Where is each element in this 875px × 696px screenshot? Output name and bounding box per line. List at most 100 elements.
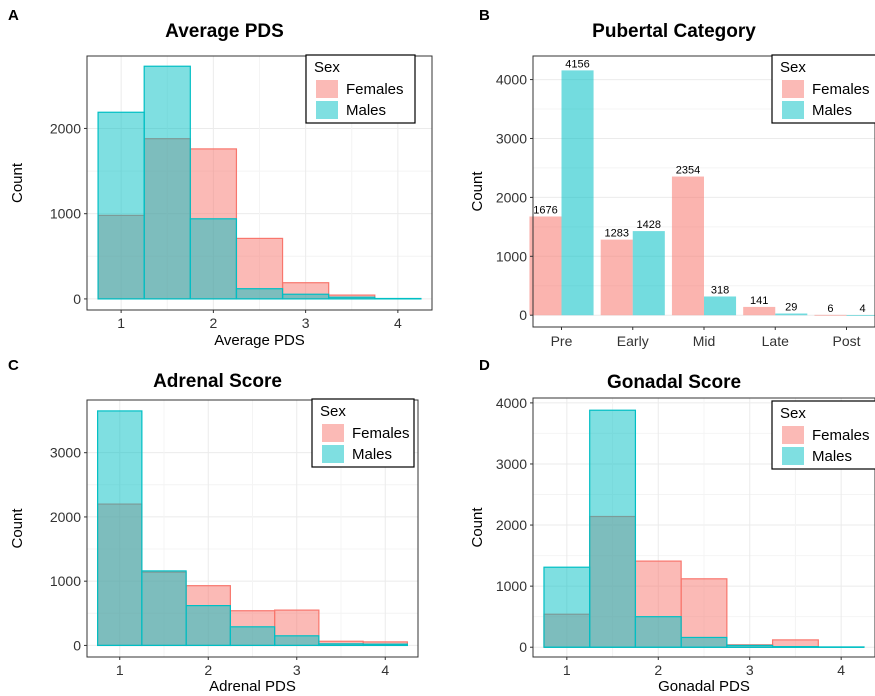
bar-b-males-pre [561, 70, 594, 316]
bar-b-males-mid [704, 296, 737, 316]
y-axis-title-a: Count [9, 162, 26, 203]
x-tick-label-a: 1 [117, 315, 125, 331]
panel-letter-c: C [8, 357, 19, 374]
y-tick-label-c: 1000 [50, 573, 81, 589]
x-tick-label-c: 4 [381, 662, 389, 678]
legend-label-c-males: Males [352, 446, 392, 463]
legend-key-a-males [316, 101, 338, 119]
y-tick-label-c: 2000 [50, 509, 81, 525]
x-tick-label-a: 3 [302, 315, 310, 331]
legend-key-c-females [322, 424, 344, 442]
x-axis-title-d: Gonadal PDS [658, 678, 750, 695]
y-axis-title-d: Count [469, 507, 486, 548]
x-axis-title-c: Adrenal PDS [209, 678, 296, 695]
y-tick-label-b: 2000 [496, 189, 527, 205]
x-tick-label-d: 3 [746, 662, 754, 678]
x-tick-label-b: Late [762, 333, 789, 349]
bar-b-males-late [775, 313, 808, 316]
bar-b-females-post [814, 314, 847, 316]
data-label-b-males-post: 4 [859, 303, 865, 315]
legend-label-c-females: Females [352, 425, 410, 442]
legend-label-d-females: Females [812, 427, 870, 444]
x-tick-label-c: 1 [116, 662, 124, 678]
legend-key-b-females [782, 80, 804, 98]
bar-b-females-pre [529, 216, 562, 316]
legend-title-c: Sex [320, 403, 346, 420]
bar-a-males-3 [235, 288, 284, 300]
data-label-b-males-mid: 318 [711, 284, 729, 296]
data-label-b-females-late: 141 [750, 295, 768, 307]
legend-title-a: Sex [314, 59, 340, 76]
x-tick-label-a: 2 [209, 315, 217, 331]
y-tick-label-b: 4000 [496, 72, 527, 88]
bar-d-males-1 [589, 409, 637, 648]
legend-key-d-females [782, 426, 804, 444]
data-label-b-males-early: 1428 [637, 219, 661, 231]
bar-a-males-1 [143, 65, 191, 300]
chart-title-b: Pubertal Category [592, 21, 756, 42]
chart-title-a: Average PDS [165, 21, 284, 42]
legend-key-c-males [322, 445, 344, 463]
data-label-b-females-pre: 1676 [533, 204, 557, 216]
panel-letter-d: D [479, 357, 490, 374]
bar-b-females-mid [671, 176, 704, 316]
data-label-b-males-pre: 4156 [565, 58, 589, 70]
legend-label-a-females: Females [346, 81, 404, 98]
y-tick-label-d: 2000 [496, 517, 527, 533]
legend-label-b-males: Males [812, 102, 852, 119]
data-label-b-females-mid: 2354 [676, 165, 700, 177]
y-tick-label-b: 1000 [496, 248, 527, 264]
y-tick-label-c: 3000 [50, 445, 81, 461]
legend-label-a-males: Males [346, 102, 386, 119]
x-tick-label-d: 4 [837, 662, 845, 678]
panel-border-a [86, 55, 433, 311]
legend-title-d: Sex [780, 405, 806, 422]
x-tick-label-b: Pre [551, 333, 573, 349]
legend-key-b-males [782, 101, 804, 119]
panel-border-d [532, 397, 875, 658]
y-tick-label-d: 4000 [496, 395, 527, 411]
y-tick-label-a: 2000 [50, 120, 81, 136]
legend-key-a-females [316, 80, 338, 98]
x-tick-label-a: 4 [394, 315, 402, 331]
chart-title-c: Adrenal Score [153, 371, 282, 392]
y-tick-label-d: 0 [519, 639, 527, 655]
bar-c-males-1 [141, 570, 187, 647]
y-tick-label-a: 1000 [50, 206, 81, 222]
x-axis-title-a: Average PDS [214, 332, 305, 349]
bar-c-males-4 [274, 635, 320, 647]
bar-c-males-2 [185, 604, 231, 647]
legend-label-d-males: Males [812, 448, 852, 465]
data-label-b-females-early: 1283 [604, 228, 628, 240]
bar-d-males-3 [680, 636, 728, 648]
legend-key-d-males [782, 447, 804, 465]
x-tick-label-d: 1 [563, 662, 571, 678]
bar-a-males-2 [189, 218, 238, 300]
y-tick-label-a: 0 [73, 291, 81, 307]
x-tick-label-c: 3 [293, 662, 301, 678]
y-axis-title-b: Count [469, 171, 486, 212]
y-tick-label-d: 1000 [496, 578, 527, 594]
data-label-b-females-post: 6 [827, 303, 833, 315]
y-tick-label-b: 3000 [496, 130, 527, 146]
bar-c-males-3 [229, 626, 276, 647]
x-tick-label-b: Post [832, 333, 860, 349]
y-tick-label-b: 0 [519, 307, 527, 323]
x-tick-label-b: Early [617, 333, 649, 349]
chart-title-d: Gonadal Score [607, 372, 741, 393]
bar-b-males-post [846, 314, 875, 316]
x-tick-label-c: 2 [204, 662, 212, 678]
bar-a-males-0 [97, 111, 145, 300]
bar-c-males-0 [97, 410, 143, 647]
y-tick-label-d: 3000 [496, 456, 527, 472]
bar-b-males-early [632, 231, 665, 316]
bar-a-males-4 [281, 293, 330, 300]
legend-title-b: Sex [780, 59, 806, 76]
x-tick-label-d: 2 [654, 662, 662, 678]
bar-d-males-2 [634, 616, 682, 648]
data-label-b-males-late: 29 [785, 302, 797, 314]
bar-d-males-0 [543, 566, 591, 648]
panel-letter-a: A [8, 7, 19, 24]
panel-letter-b: B [479, 7, 490, 24]
